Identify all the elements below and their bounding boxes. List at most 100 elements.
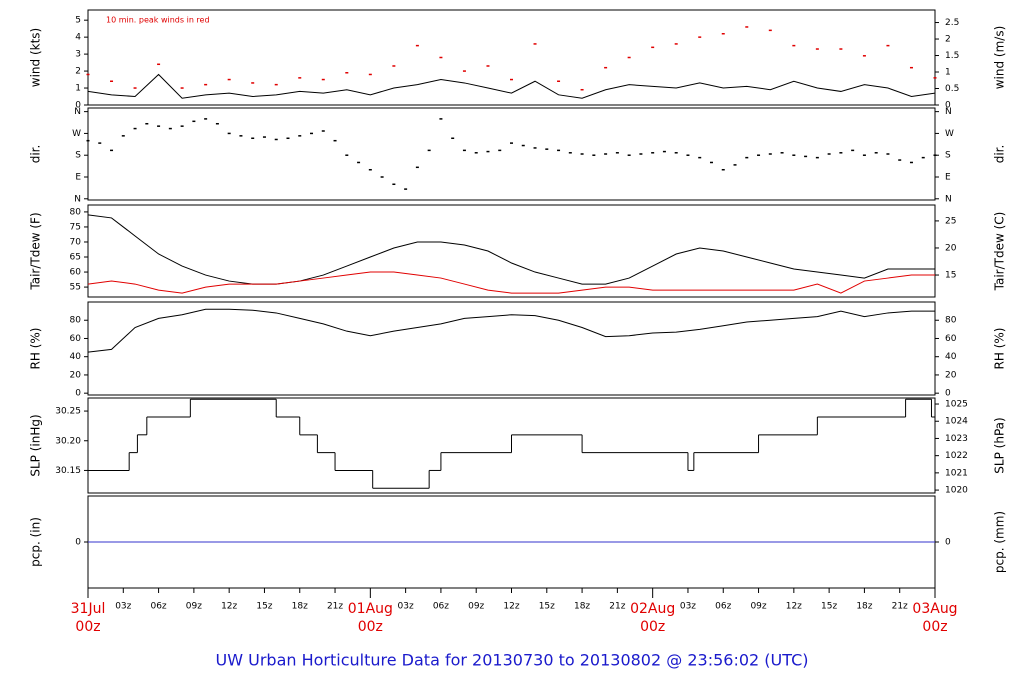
data-point bbox=[886, 153, 890, 155]
y-tick-label: S bbox=[75, 151, 81, 161]
y-axis-label: SLP (inHg) bbox=[29, 414, 43, 476]
data-point bbox=[533, 43, 537, 45]
y2-tick-label: 1020 bbox=[945, 486, 968, 496]
panel-frame bbox=[87, 9, 936, 106]
x-date-label: 31Jul bbox=[71, 601, 106, 617]
x-tick-label: 00z bbox=[358, 619, 383, 635]
data-point bbox=[839, 152, 843, 154]
data-point bbox=[392, 183, 396, 186]
data-point bbox=[392, 65, 396, 67]
data-point bbox=[251, 82, 255, 84]
y-tick-label: 70 bbox=[70, 237, 82, 247]
x-tick-label: 12z bbox=[221, 602, 237, 612]
y2-tick-label: 0.5 bbox=[945, 84, 959, 94]
data-point bbox=[204, 83, 208, 86]
data-point bbox=[368, 168, 372, 171]
y-tick-label: 60 bbox=[70, 334, 82, 344]
data-point bbox=[721, 168, 725, 171]
data-point bbox=[568, 152, 572, 154]
data-point bbox=[274, 83, 278, 86]
x-tick-label: 09z bbox=[186, 602, 202, 612]
y-tick-label: 30.20 bbox=[55, 436, 81, 446]
y2-axis-label: wind (m/s) bbox=[993, 26, 1007, 90]
data-point bbox=[110, 149, 114, 152]
data-point bbox=[310, 132, 314, 135]
data-point bbox=[886, 44, 890, 47]
data-point bbox=[745, 156, 749, 159]
data-point bbox=[921, 156, 925, 159]
y-tick-label: 65 bbox=[70, 253, 81, 263]
data-point bbox=[557, 149, 561, 152]
data-point bbox=[180, 125, 184, 127]
data-point bbox=[110, 80, 114, 82]
y2-axis-label: Tair/Tdew (C) bbox=[993, 212, 1007, 292]
x-date-label: 02Aug bbox=[630, 601, 675, 617]
data-point bbox=[792, 44, 796, 47]
data-point bbox=[474, 152, 478, 154]
y-tick-label: 40 bbox=[70, 352, 82, 362]
y-tick-label: E bbox=[75, 173, 81, 183]
x-tick-label: 06z bbox=[715, 602, 731, 612]
data-point bbox=[415, 166, 419, 169]
data-point bbox=[674, 43, 678, 45]
data-point bbox=[427, 149, 431, 152]
y-tick-label: 0 bbox=[75, 389, 81, 399]
x-tick-label: 00z bbox=[922, 619, 947, 635]
data-line bbox=[87, 308, 935, 353]
data-point bbox=[180, 87, 184, 89]
y-tick-label: 75 bbox=[70, 222, 81, 232]
data-point bbox=[298, 135, 302, 137]
data-point bbox=[345, 72, 349, 74]
data-point bbox=[874, 152, 878, 154]
x-tick-label: 21z bbox=[327, 602, 343, 612]
data-point bbox=[933, 77, 937, 79]
data-point bbox=[639, 153, 643, 155]
y2-tick-label: 1024 bbox=[945, 417, 968, 427]
y2-tick-label: 1 bbox=[945, 68, 951, 78]
data-point bbox=[510, 142, 513, 144]
x-tick-label: 00z bbox=[75, 619, 100, 635]
data-point bbox=[98, 142, 102, 144]
data-point bbox=[486, 65, 490, 67]
y2-tick-label: 20 bbox=[945, 370, 957, 380]
y-tick-label: N bbox=[74, 107, 81, 117]
data-line bbox=[87, 73, 936, 99]
data-point bbox=[486, 150, 490, 153]
data-line bbox=[87, 271, 935, 294]
data-point bbox=[321, 130, 325, 132]
y-tick-label: 0 bbox=[75, 101, 81, 111]
y2-axis-label: pcp. (mm) bbox=[993, 511, 1007, 573]
data-point bbox=[721, 33, 725, 35]
data-point bbox=[815, 48, 819, 50]
x-tick-label: 18z bbox=[856, 602, 872, 612]
y2-tick-label: 25 bbox=[945, 216, 956, 226]
data-point bbox=[274, 138, 278, 141]
data-point bbox=[698, 36, 702, 38]
panel-frame bbox=[87, 204, 936, 298]
y2-tick-label: 15 bbox=[945, 271, 956, 281]
data-point bbox=[627, 154, 631, 156]
data-point bbox=[686, 154, 690, 156]
panel-frame bbox=[87, 301, 936, 396]
data-point bbox=[815, 156, 819, 159]
data-point bbox=[168, 127, 172, 130]
y-axis-label: dir. bbox=[29, 145, 43, 164]
x-tick-label: 03z bbox=[398, 602, 414, 612]
data-point bbox=[439, 118, 443, 120]
data-point bbox=[698, 156, 702, 159]
data-point bbox=[839, 48, 843, 50]
y-tick-label: 2 bbox=[75, 67, 81, 77]
data-point bbox=[251, 137, 255, 140]
data-point bbox=[768, 29, 772, 32]
data-point bbox=[580, 88, 584, 91]
x-tick-label: 18z bbox=[292, 602, 308, 612]
y-tick-label: 80 bbox=[70, 316, 82, 326]
x-tick-label: 00z bbox=[640, 619, 665, 635]
panel-frame bbox=[87, 397, 936, 494]
data-point bbox=[851, 149, 855, 152]
data-point bbox=[898, 159, 902, 161]
x-tick-label: 09z bbox=[468, 602, 484, 612]
data-point bbox=[451, 137, 455, 140]
x-date-label: 03Aug bbox=[912, 601, 957, 617]
